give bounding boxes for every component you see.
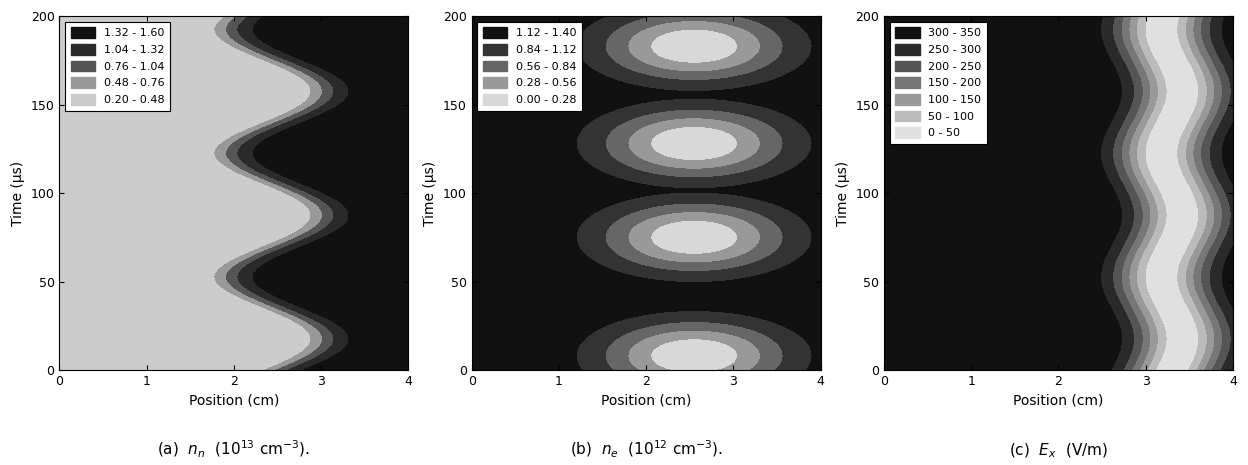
- X-axis label: Position (cm): Position (cm): [602, 393, 691, 407]
- Text: (b)  $n_e$  $(10^{12}\ \mathrm{cm}^{-3})$.: (b) $n_e$ $(10^{12}\ \mathrm{cm}^{-3})$.: [569, 439, 723, 460]
- Legend: 1.32 - 1.60, 1.04 - 1.32, 0.76 - 1.04, 0.48 - 0.76, 0.20 - 0.48: 1.32 - 1.60, 1.04 - 1.32, 0.76 - 1.04, 0…: [65, 22, 170, 111]
- Y-axis label: Time (μs): Time (μs): [836, 160, 850, 226]
- X-axis label: Position (cm): Position (cm): [1013, 393, 1103, 407]
- Y-axis label: Time (μs): Time (μs): [423, 160, 437, 226]
- Text: (c)  $E_x$  (V/m): (c) $E_x$ (V/m): [1008, 442, 1108, 460]
- X-axis label: Position (cm): Position (cm): [188, 393, 280, 407]
- Y-axis label: Time (μs): Time (μs): [11, 160, 25, 226]
- Legend: 300 - 350, 250 - 300, 200 - 250, 150 - 200, 100 - 150, 50 - 100, 0 - 50: 300 - 350, 250 - 300, 200 - 250, 150 - 2…: [890, 22, 987, 144]
- Text: (a)  $n_n$  $(10^{13}\ \mathrm{cm}^{-3})$.: (a) $n_n$ $(10^{13}\ \mathrm{cm}^{-3})$.: [157, 439, 311, 460]
- Legend: 1.12 - 1.40, 0.84 - 1.12, 0.56 - 0.84, 0.28 - 0.56, 0.00 - 0.28: 1.12 - 1.40, 0.84 - 1.12, 0.56 - 0.84, 0…: [477, 22, 583, 111]
